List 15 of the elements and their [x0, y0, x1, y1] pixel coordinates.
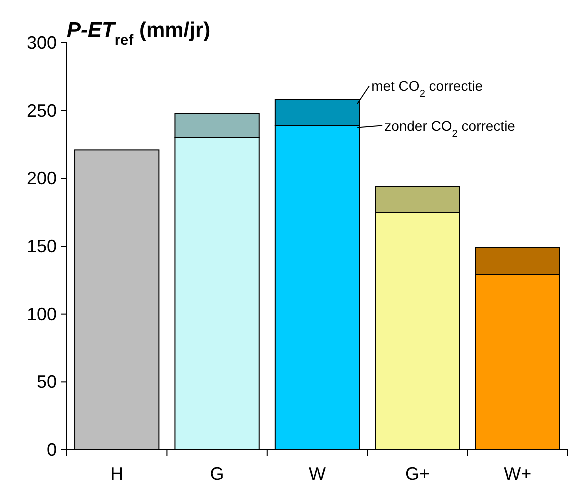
y-tick-label: 50	[36, 372, 57, 392]
x-tick-label: W+	[504, 464, 532, 484]
y-tick-label: 100	[26, 304, 57, 324]
chart-title: P-ET$_{ref}$ (mm/jr)	[67, 19, 211, 49]
y-tick-label: 150	[26, 236, 57, 256]
y-tick-label: 0	[46, 440, 57, 460]
x-tick-label: G+	[405, 464, 430, 484]
x-tick-label: W	[309, 464, 326, 484]
x-tick-label: G	[210, 464, 224, 484]
y-tick-label: 200	[26, 168, 57, 189]
x-tick-label: H	[110, 464, 124, 484]
legend-label: met CO$_{2}$ correctie	[372, 78, 484, 100]
legend-label: zonder CO$_{2}$ correctie	[384, 118, 516, 140]
y-tick-label: 250	[26, 100, 57, 121]
y-tick-label: 300	[26, 33, 57, 53]
